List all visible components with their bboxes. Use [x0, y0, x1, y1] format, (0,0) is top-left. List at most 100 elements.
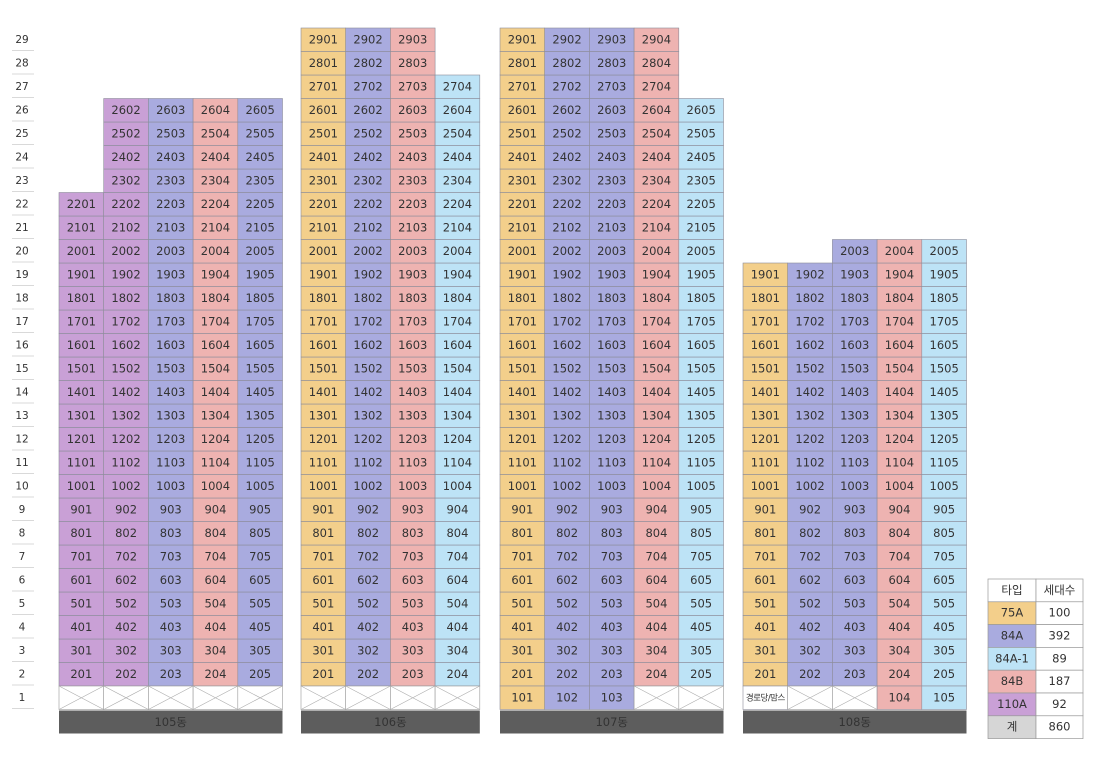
unit-label: 505 — [249, 596, 271, 610]
unit-label: 205 — [249, 667, 271, 681]
unit-label: 2205 — [687, 197, 716, 211]
unit-label: 1203 — [156, 432, 185, 446]
unit-label: 701 — [754, 549, 776, 563]
unit-label: 2004 — [885, 244, 914, 258]
unit-label: 1803 — [840, 291, 869, 305]
cross — [434, 685, 480, 710]
unit-label: 305 — [933, 643, 955, 657]
unit-label: 2403 — [597, 150, 626, 164]
unit-label: 1204 — [201, 432, 230, 446]
unit-label: 2704 — [443, 79, 472, 93]
building-bar — [743, 710, 967, 734]
cross — [678, 685, 724, 710]
unit-label: 2502 — [353, 126, 382, 140]
unit-label: 304 — [888, 643, 910, 657]
unit-label: 1404 — [443, 385, 472, 399]
unit-label: 201 — [312, 667, 334, 681]
unit-label: 1504 — [642, 361, 671, 375]
unit-label: 1304 — [885, 408, 914, 422]
unit-label: 2104 — [642, 220, 671, 234]
unit-label: 1403 — [840, 385, 869, 399]
unit-label: 901 — [70, 502, 92, 516]
unit-label: 1603 — [840, 338, 869, 352]
unit-label: 2702 — [353, 79, 382, 93]
unit-label: 1202 — [111, 432, 140, 446]
unit-label: 1202 — [795, 432, 824, 446]
unit-label: 1303 — [398, 408, 427, 422]
unit-label: 402 — [115, 620, 137, 634]
unit-label: 2204 — [201, 197, 230, 211]
unit-label: 603 — [844, 573, 866, 587]
legend-type: 84B — [1001, 674, 1024, 688]
unit-label: 1204 — [443, 432, 472, 446]
unit-label: 2305 — [246, 173, 275, 187]
unit-label: 404 — [204, 620, 226, 634]
cross — [148, 685, 194, 710]
unit-label: 1702 — [795, 314, 824, 328]
unit-label: 2102 — [353, 220, 382, 234]
unit-label: 501 — [70, 596, 92, 610]
unit-label: 1403 — [398, 385, 427, 399]
unit-label: 2202 — [552, 197, 581, 211]
unit-label: 205 — [690, 667, 712, 681]
unit-label: 1402 — [111, 385, 140, 399]
unit-label: 801 — [511, 526, 533, 540]
unit-label: 1204 — [642, 432, 671, 446]
unit-label: 505 — [933, 596, 955, 610]
unit-label: 1805 — [930, 291, 959, 305]
unit-label: 2903 — [597, 32, 626, 46]
unit-label: 701 — [312, 549, 334, 563]
unit-label: 704 — [446, 549, 468, 563]
unit-label: 601 — [70, 573, 92, 587]
unit-label: 1704 — [885, 314, 914, 328]
unit-label: 802 — [115, 526, 137, 540]
unit-label: 2304 — [443, 173, 472, 187]
unit-label: 504 — [446, 596, 468, 610]
unit-label: 302 — [115, 643, 137, 657]
unit-label: 403 — [844, 620, 866, 634]
unit-label: 702 — [357, 549, 379, 563]
cross — [300, 685, 346, 710]
unit-label: 1302 — [353, 408, 382, 422]
unit-label: 2901 — [309, 32, 338, 46]
unit-label: 1305 — [246, 408, 275, 422]
unit-label: 403 — [601, 620, 623, 634]
unit-label: 2101 — [508, 220, 537, 234]
unit-label: 2501 — [508, 126, 537, 140]
unit-label: 1705 — [246, 314, 275, 328]
unit-label: 404 — [645, 620, 667, 634]
unit-label: 2504 — [201, 126, 230, 140]
unit-label: 1002 — [795, 479, 824, 493]
unit-label: 1903 — [156, 267, 185, 281]
unit-cell — [678, 98, 724, 123]
unit-label: 401 — [511, 620, 533, 634]
unit-label: 1604 — [642, 338, 671, 352]
floor-label: 4 — [19, 621, 26, 633]
unit-label: 801 — [754, 526, 776, 540]
unit-label: 2903 — [398, 32, 427, 46]
unit-label: 2403 — [398, 150, 427, 164]
unit-label: 1001 — [309, 479, 338, 493]
unit-label: 802 — [799, 526, 821, 540]
unit-label: 602 — [799, 573, 821, 587]
unit-label: 2104 — [443, 220, 472, 234]
unit-label: 1701 — [751, 314, 780, 328]
unit-label: 1003 — [156, 479, 185, 493]
unit-label: 1602 — [795, 338, 824, 352]
unit-label: 1902 — [353, 267, 382, 281]
unit-label: 1904 — [201, 267, 230, 281]
unit-label: 2101 — [67, 220, 96, 234]
unit-label: 1401 — [309, 385, 338, 399]
floor-label: 28 — [15, 57, 28, 69]
building-name: 108동 — [838, 715, 871, 729]
unit-label: 605 — [690, 573, 712, 587]
floor-label: 10 — [15, 480, 28, 492]
unit-label: 604 — [888, 573, 910, 587]
unit-label: 2204 — [642, 197, 671, 211]
unit-label: 1401 — [508, 385, 537, 399]
unit-label: 804 — [204, 526, 226, 540]
unit-label: 2603 — [597, 103, 626, 117]
unit-label: 804 — [645, 526, 667, 540]
unit-label: 2201 — [67, 197, 96, 211]
unit-label: 2302 — [353, 173, 382, 187]
